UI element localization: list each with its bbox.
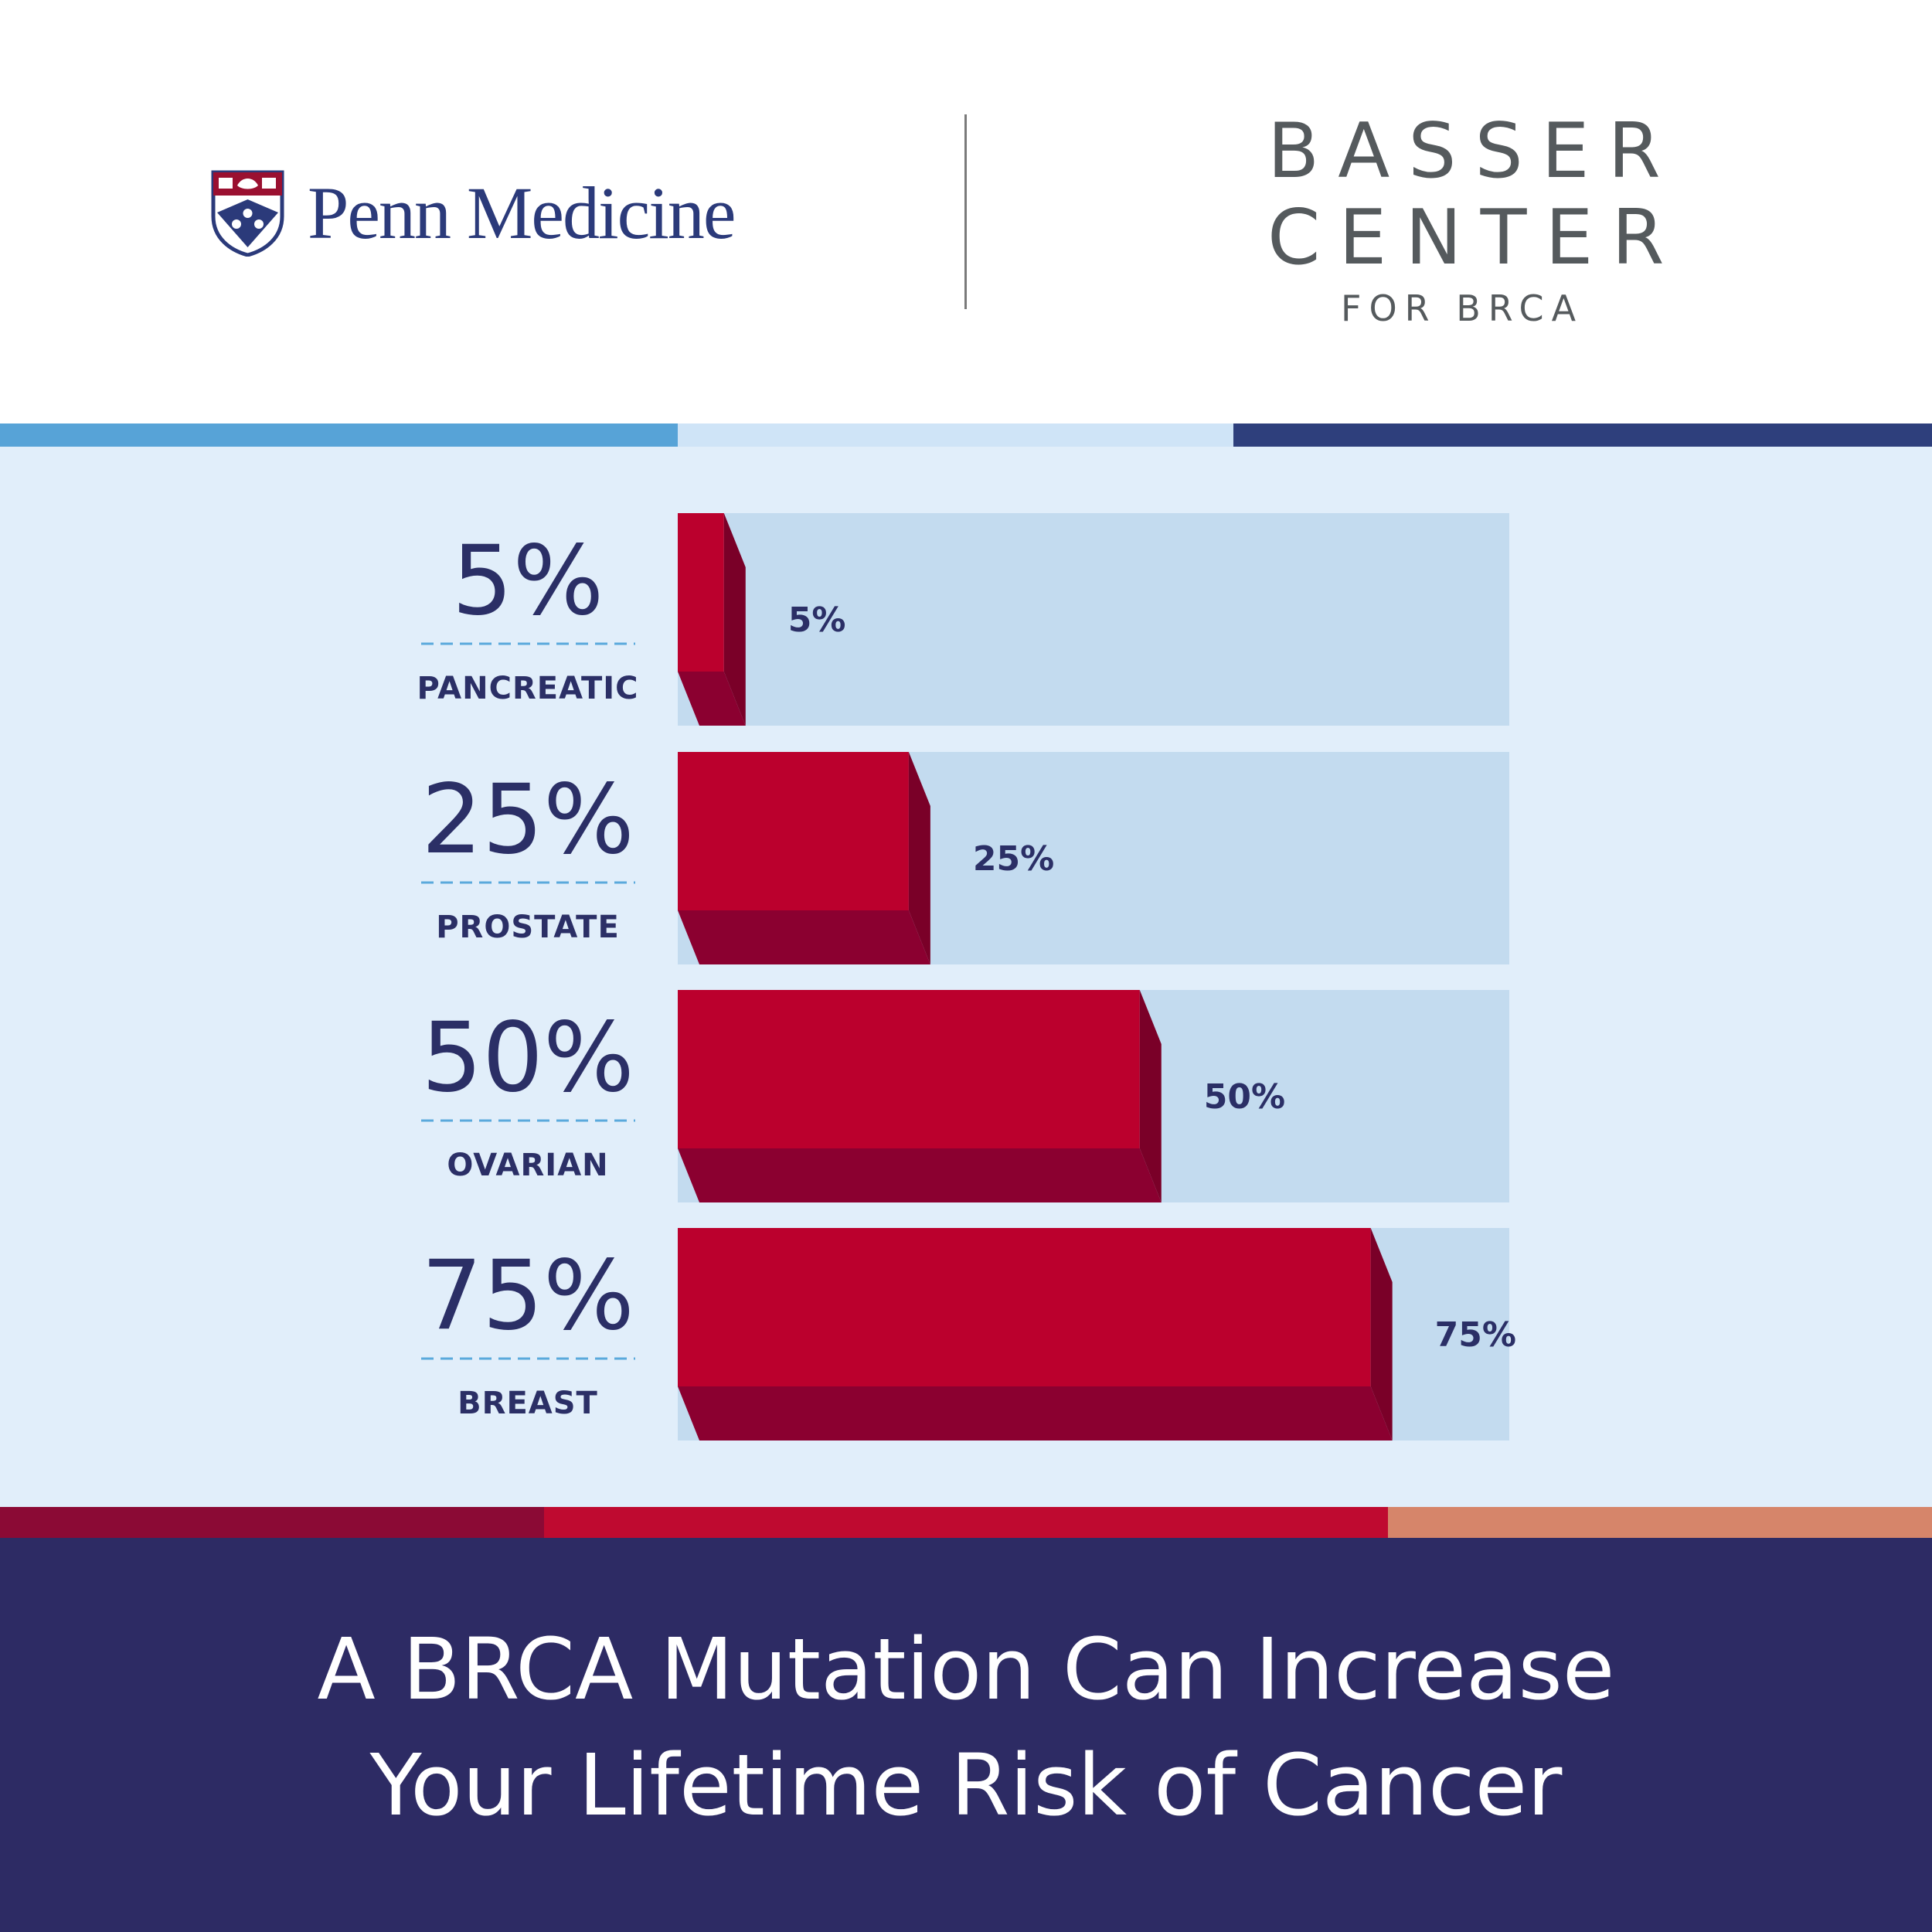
big-value-label-ovarian: 50% [421,1002,634,1114]
footer-title: A BRCA Mutation Can Increase Your Lifeti… [318,1611,1615,1843]
band-segment-maroon [0,1507,544,1538]
bar-track-pancreatic [678,513,1509,726]
penn-medicine-wordmark: Penn Medicine [308,172,736,254]
bar-shadow-side-ovarian [1139,990,1162,1202]
footer: A BRCA Mutation Can Increase Your Lifeti… [0,1538,1932,1932]
data-label-pancreatic: 5% [788,600,846,640]
logo-divider [964,114,967,309]
penn-medicine-logo: Penn Medicine [211,170,736,257]
band-segment-salmon [1388,1507,1932,1538]
category-label-prostate: PROSTATE [436,910,620,945]
bottom-color-band [0,1507,1932,1538]
basser-wordmark-line3: FOR BRCA [1341,287,1584,329]
basser-wordmark-line2: CENTER [1267,194,1683,282]
penn-shield-icon [211,170,284,257]
basser-wordmark-line1: BASSER [1267,107,1679,196]
bar-pancreatic [678,513,724,672]
band-segment-navy [1233,423,1932,447]
category-label-ovarian: OVARIAN [447,1148,608,1183]
bar-breast [678,1228,1371,1386]
data-label-breast: 75% [1435,1315,1516,1355]
footer-title-line1: A BRCA Mutation Can Increase [317,1620,1615,1719]
band-segment-light-blue [0,423,678,447]
header: Penn Medicine BASSER CENTER FOR BRCA [0,0,1932,425]
bar-shadow-side-breast [1370,1228,1393,1440]
footer-title-line2: Your Lifetime Risk of Cancer [369,1736,1563,1835]
bar-shadow-side-prostate [908,752,930,964]
bar-shadow-bottom-ovarian [678,1148,1162,1202]
data-label-prostate: 25% [973,839,1054,879]
category-label-pancreatic: PANCREATIC [417,671,639,706]
big-value-label-breast: 75% [421,1240,634,1352]
bar-ovarian [678,990,1140,1148]
bar-shadow-side-pancreatic [723,513,746,726]
bar-prostate [678,752,909,910]
band-segment-red [544,1507,1388,1538]
bar-shadow-bottom-prostate [678,910,930,964]
big-value-label-prostate: 25% [421,764,634,876]
bar-shadow-bottom-breast [678,1386,1393,1440]
bar-shadow-bottom-pancreatic [678,672,746,726]
category-label-breast: BREAST [457,1386,598,1421]
band-segment-pale-blue [678,423,1233,447]
top-color-band [0,423,1932,447]
basser-center-logo: BASSER CENTER FOR BRCA [1267,108,1683,329]
data-label-ovarian: 50% [1204,1077,1285,1117]
big-value-label-pancreatic: 5% [452,526,604,637]
